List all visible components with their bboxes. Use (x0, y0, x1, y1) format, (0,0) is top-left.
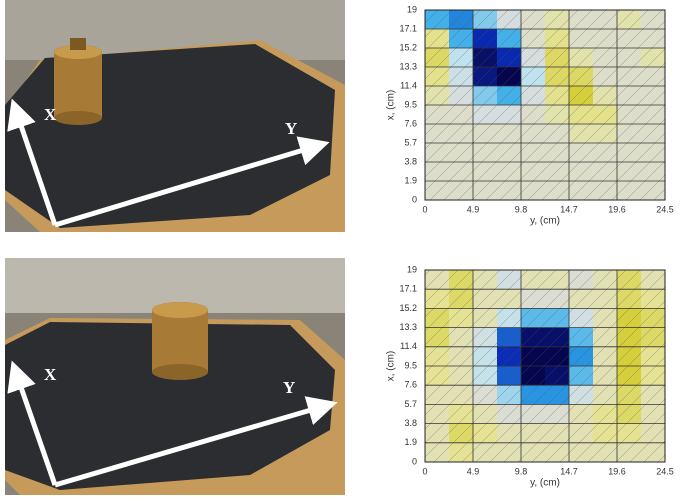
y-tick-label: 3.8 (404, 418, 417, 428)
y-tick-label: 5.7 (404, 137, 417, 147)
x-tick-label: 24.5 (656, 466, 674, 476)
y-tick-label: 11.4 (400, 80, 417, 90)
x-tick-label: 0 (422, 204, 427, 214)
y-tick-label: 11.4 (400, 341, 417, 351)
photo: X Y (5, 258, 345, 495)
x-tick-label: 4.9 (467, 466, 480, 476)
y-axis-label: Y (283, 378, 295, 397)
x-tick-label: 14.7 (560, 466, 578, 476)
y-tick-label: 9.5 (404, 99, 417, 109)
x-axis-label: X (44, 365, 57, 384)
y-tick-label: 0 (412, 194, 417, 204)
y-tick-label: 7.6 (404, 380, 417, 390)
y-tick-label: 19 (407, 4, 417, 14)
x-axis-title: y, (cm) (530, 478, 560, 489)
plot-frame (424, 9, 666, 201)
photo: X Y (5, 0, 345, 232)
y-tick-label: 13.3 (399, 61, 417, 71)
x-tick-label: 9.8 (515, 204, 528, 214)
y-axis-label: Y (285, 119, 297, 138)
heatmap-chart: 0 4.9 9.8 14.7 19.6 24.5 0 1.9 3.8 5.7 7.6 9.5 11.4 1… (386, 4, 674, 226)
y-tick-label: 1.9 (404, 437, 417, 447)
plot-frame (424, 269, 666, 463)
y-tick-label: 7.6 (404, 118, 417, 128)
x-tick-label: 19.6 (608, 466, 626, 476)
heatmap-chart: 0 4.9 9.8 14.7 19.6 24.5 0 1.9 3.8 5.7 7.6 9.5 11.4 1… (386, 264, 674, 488)
x-tick-label: 0 (422, 466, 427, 476)
x-tick-label: 14.7 (560, 204, 578, 214)
y-tick-label: 13.3 (399, 322, 417, 332)
x-axis-label: X (44, 105, 57, 124)
y-tick-label: 1.9 (404, 175, 417, 185)
x-tick-label: 24.5 (656, 204, 674, 214)
y-tick-label: 15.2 (399, 303, 417, 313)
x-tick-label: 19.6 (608, 204, 626, 214)
y-tick-label: 0 (412, 456, 417, 466)
y-axis-title: x, (cm) (386, 351, 397, 382)
y-tick-label: 19 (407, 264, 417, 274)
y-tick-label: 15.2 (399, 42, 417, 52)
y-tick-label: 17.1 (399, 284, 417, 294)
y-axis-title: x, (cm) (386, 90, 397, 121)
y-tick-label: 17.1 (399, 23, 417, 33)
y-tick-label: 3.8 (404, 156, 417, 166)
x-tick-label: 9.8 (515, 466, 528, 476)
y-tick-label: 5.7 (404, 399, 417, 409)
x-axis-title: y, (cm) (530, 216, 560, 227)
y-tick-label: 9.5 (404, 360, 417, 370)
x-tick-label: 4.9 (467, 204, 480, 214)
